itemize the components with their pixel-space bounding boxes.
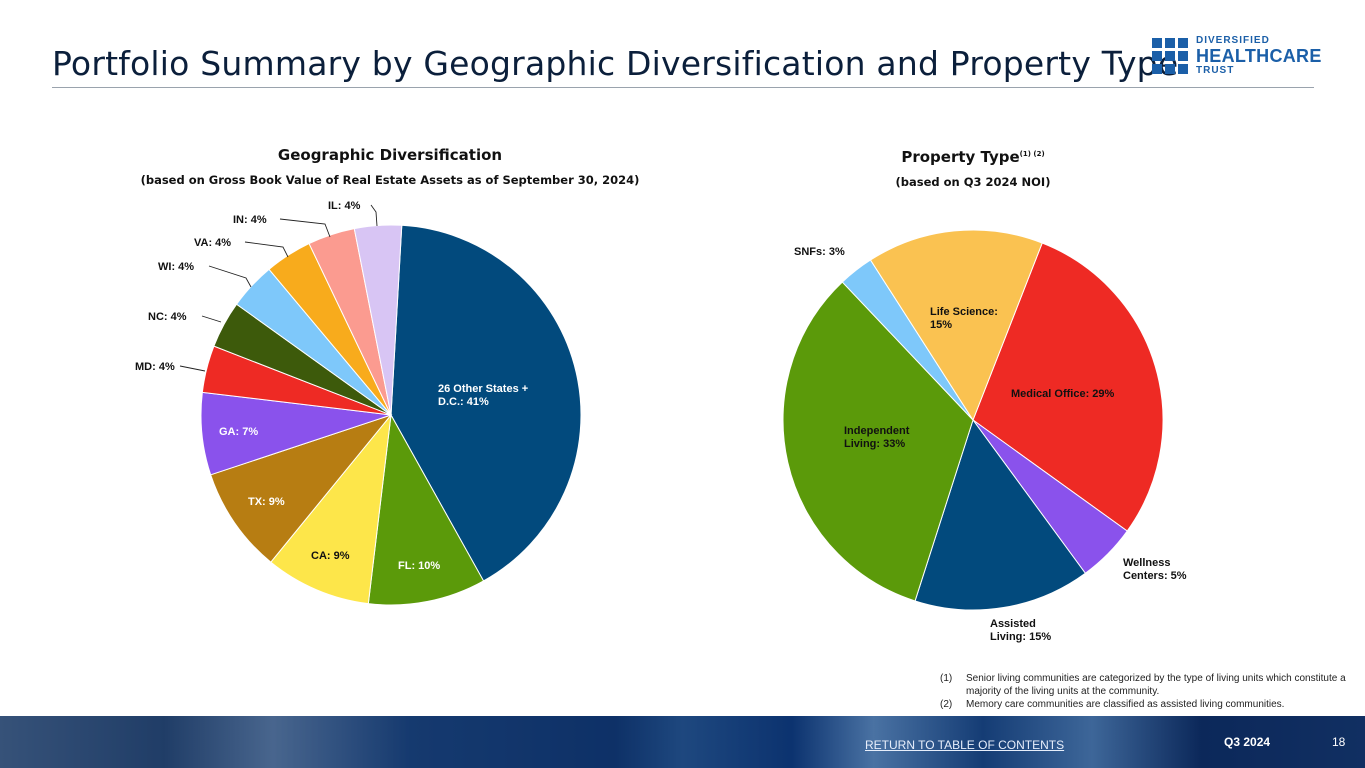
- pie-slice-0-ca-9: [270, 413, 392, 605]
- logo-line-1: DIVERSIFIED: [1196, 35, 1270, 46]
- type-chart-title-text: Property Type: [901, 148, 1020, 166]
- pie-slice-1-life-science-15: [869, 229, 1043, 422]
- footnote-1-text: Senior living communities are categorize…: [966, 673, 1346, 697]
- pie-slice-1-medical-office-29: [972, 242, 1164, 532]
- pie-slice-1-independent-living-33: [782, 281, 974, 602]
- footnote-2-number: (2): [940, 699, 953, 710]
- logo-line-3: TRUST: [1196, 65, 1235, 76]
- geo-chart-title: Geographic Diversification: [190, 146, 590, 164]
- type-chart-subtitle: (based on Q3 2024 NOI): [895, 175, 1051, 189]
- leader-line-0-va-4: [244, 241, 289, 258]
- slice-label-0-tx-9: TX: 9%: [248, 496, 285, 508]
- slice-label-0-ca-9: CA: 9%: [311, 550, 350, 562]
- footnote-2-text: Memory care communities are classified a…: [966, 699, 1285, 710]
- slice-label-1-medical-office-29: Medical Office: 29%: [1011, 388, 1115, 400]
- pie-slice-0-tx-9: [210, 413, 393, 563]
- pie-slice-0-26-other-states-d-c-41: [390, 224, 582, 582]
- slice-label-0-nc-4: NC: 4%: [148, 311, 187, 323]
- footnotes: (1) Senior living communities are catego…: [940, 672, 1355, 711]
- title-divider: [52, 87, 1314, 88]
- slice-label-0-wi-4: WI: 4%: [158, 261, 194, 273]
- page-number: 18: [1332, 735, 1346, 749]
- leader-line-0-wi-4: [208, 265, 252, 288]
- geo-chart-subtitle: (based on Gross Book Value of Real Estat…: [140, 173, 640, 187]
- slice-label-0-26-other-states-d-c-41: 26 Other States + D.C.: 41%: [438, 383, 528, 408]
- slice-label-0-va-4: VA: 4%: [194, 237, 231, 249]
- footnote-2: (2) Memory care communities are classifi…: [940, 698, 1355, 711]
- logo-line-2: HEALTHCARE: [1196, 46, 1322, 66]
- slice-label-0-md-4: MD: 4%: [135, 361, 175, 373]
- leader-line-0-nc-4: [201, 315, 222, 323]
- logo-grid-icon: [1152, 38, 1188, 74]
- company-logo: DIVERSIFIED HEALTHCARE TRUST: [1152, 36, 1322, 76]
- return-to-contents-link[interactable]: RETURN TO TABLE OF CONTENTS: [865, 738, 1065, 752]
- footnote-1-number: (1): [940, 673, 953, 684]
- slice-label-1-wellness-centers-5: Wellness Centers: 5%: [1123, 557, 1187, 582]
- leader-line-0-il-4: [370, 204, 378, 227]
- leader-line-0-md-4: [179, 365, 206, 372]
- type-chart-title: Property Type(1) (2): [858, 148, 1088, 166]
- pie-slice-0-il-4: [353, 224, 403, 416]
- slice-label-1-life-science-15: Life Science: 15%: [930, 306, 998, 331]
- leader-line-0-in-4: [279, 218, 331, 238]
- logo-wordmark: DIVERSIFIED HEALTHCARE TRUST: [1196, 36, 1322, 76]
- slice-label-0-fl-10: FL: 10%: [398, 560, 440, 572]
- geo-chart-title-text: Geographic Diversification: [277, 146, 503, 164]
- pie-slice-1-assisted-living-15: [914, 418, 1087, 611]
- slice-label-0-ga-7: GA: 7%: [219, 426, 258, 438]
- footer-quarter: Q3 2024: [1224, 735, 1271, 749]
- pie-slice-0-fl-10: [367, 413, 485, 606]
- footnote-1: (1) Senior living communities are catego…: [940, 672, 1355, 698]
- slice-label-0-il-4: IL: 4%: [328, 200, 361, 212]
- pie-charts: 26 Other States + D.C.: 41% FL: 10% CA: 9% T…: [135, 200, 1187, 643]
- footer-band: [0, 716, 1365, 768]
- slice-label-0-in-4: IN: 4%: [233, 214, 267, 226]
- slice-label-1-independent-living-33: Independent Living: 33%: [844, 425, 910, 450]
- type-chart-title-superscript: (1) (2): [1019, 150, 1045, 158]
- slice-label-1-snfs-3: SNFs: 3%: [794, 246, 845, 258]
- footer-overlay: [0, 716, 1365, 768]
- page-title: Portfolio Summary by Geographic Diversif…: [52, 44, 1179, 83]
- slice-label-1-assisted-living-15: Assisted Living: 15%: [990, 618, 1051, 643]
